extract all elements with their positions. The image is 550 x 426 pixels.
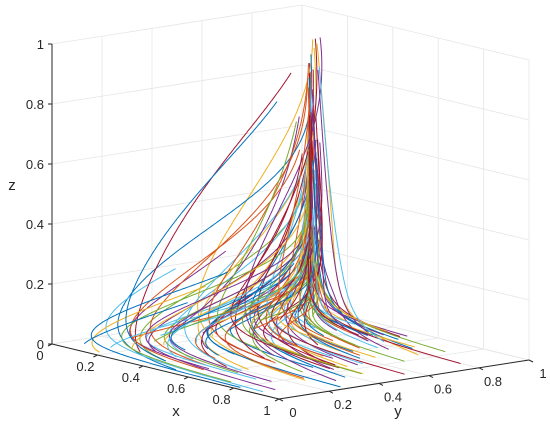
x-tick-mark (229, 387, 234, 391)
x-axis-label: x (172, 403, 180, 420)
grid-line (251, 312, 480, 369)
trajectory-line (134, 72, 292, 353)
y-tick-label: 0.8 (484, 374, 502, 389)
trajectory-line (217, 121, 297, 349)
grid-line (233, 348, 484, 389)
y-tick-label: 0.4 (384, 389, 402, 404)
z-axis-label: z (8, 177, 16, 194)
x-axis-line (51, 343, 280, 400)
x-tick-label: 0.4 (122, 370, 140, 385)
grid-line (51, 124, 303, 165)
trajectory-line (170, 262, 295, 351)
grid-line (51, 244, 303, 285)
x-tick-mark (138, 365, 144, 369)
trajectory-line (83, 302, 188, 345)
trajectory-line (208, 63, 309, 364)
grid-line (301, 244, 530, 301)
trajectory-line (121, 203, 309, 383)
trajectories (83, 37, 461, 393)
grid-line (51, 64, 303, 105)
z-tick-label: 0.6 (26, 157, 44, 172)
x-tick-label: 0.2 (76, 359, 94, 374)
grid-line (301, 64, 530, 121)
z-tick-label: 1 (37, 37, 44, 52)
trajectory-line (277, 278, 319, 340)
grid-line (51, 184, 303, 225)
trajectory-line (244, 37, 337, 382)
y-tick-mark (528, 359, 534, 363)
trajectory-line (252, 183, 321, 373)
trajectory-line (298, 115, 312, 313)
y-tick-mark (278, 398, 284, 402)
grid-line (301, 304, 530, 361)
x-tick-mark (183, 376, 189, 380)
trajectory-line (266, 76, 363, 365)
y-tick-mark (428, 375, 434, 379)
trajectory-line (224, 255, 315, 379)
trajectory-line (148, 145, 309, 352)
grid-line (151, 328, 380, 384)
trajectory-line (312, 219, 344, 326)
trajectory-line (197, 47, 317, 370)
y-axis-line (278, 359, 530, 400)
grid-line (51, 4, 303, 45)
trajectory-line (173, 116, 300, 330)
trajectory-line (129, 149, 301, 371)
y-tick-mark (378, 382, 384, 386)
z-tick-label: 0.4 (26, 217, 44, 232)
trajectory-line (91, 285, 206, 353)
y-tick-mark (478, 367, 484, 371)
trajectory-line (316, 43, 419, 356)
trajectory-line (312, 252, 387, 332)
x-tick-label: 1 (263, 403, 270, 418)
trajectory-line (297, 160, 361, 359)
y-tick-label: 0 (289, 405, 296, 420)
trajectory-line (265, 134, 308, 321)
trajectory-line (145, 239, 303, 391)
trajectory-line (307, 112, 359, 336)
y-tick-label: 1 (539, 366, 546, 381)
grid-line (301, 124, 530, 181)
y-tick-label: 0.6 (434, 382, 452, 397)
x-tick-mark (274, 398, 280, 402)
z-tick-label: 0 (37, 337, 44, 352)
trajectory-line (279, 151, 311, 320)
trajectory-line (149, 81, 309, 366)
tick-labels: 0 0.2 0.4 0.6 0.8 1 0 0.2 0.4 0.6 0.8 1 0 0.2 0.4 0.6 0.… (26, 37, 547, 420)
trajectory-line (197, 39, 314, 381)
trajectory-line (311, 273, 346, 321)
axes-box (47, 43, 534, 402)
y-tick-mark (328, 390, 334, 394)
trajectory-line (278, 71, 361, 356)
x-tick-label: 0.6 (167, 381, 185, 396)
grid-line (301, 184, 530, 241)
trajectory-line (90, 271, 241, 388)
x-tick-mark (93, 354, 98, 358)
trajectory-line (241, 179, 362, 375)
z-tick-label: 0.2 (26, 277, 44, 292)
trajectory-line (317, 69, 369, 333)
trajectory-line (312, 109, 369, 342)
y-tick-label: 0.2 (334, 397, 352, 412)
trajectory-line (117, 54, 313, 371)
z-tick-label: 0.8 (26, 97, 44, 112)
x-tick-label: 0.8 (213, 392, 231, 407)
grid-line (97, 315, 348, 356)
x-tick-label: 0 (36, 348, 43, 363)
trajectory-line (309, 261, 408, 337)
trajectory-line (205, 275, 311, 356)
y-axis-label: y (394, 403, 402, 420)
trajectory-line (234, 38, 318, 359)
grid-line (301, 4, 530, 61)
trajectory-line (285, 89, 358, 366)
trajectory-line (318, 66, 385, 343)
trajectory-line (125, 101, 278, 362)
